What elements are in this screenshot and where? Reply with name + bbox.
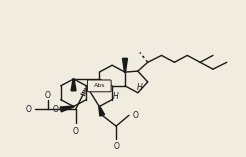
Polygon shape bbox=[71, 79, 76, 91]
FancyBboxPatch shape bbox=[87, 80, 111, 92]
Text: O: O bbox=[73, 127, 78, 135]
Text: O: O bbox=[25, 105, 31, 114]
Text: H: H bbox=[137, 83, 143, 92]
Polygon shape bbox=[60, 106, 74, 112]
Text: O: O bbox=[53, 105, 59, 114]
Text: O: O bbox=[45, 91, 51, 100]
Text: H: H bbox=[113, 92, 119, 101]
Text: Abs: Abs bbox=[93, 83, 105, 88]
Text: O: O bbox=[133, 111, 139, 120]
Text: O: O bbox=[113, 142, 119, 151]
Polygon shape bbox=[99, 106, 105, 116]
Polygon shape bbox=[123, 58, 127, 72]
